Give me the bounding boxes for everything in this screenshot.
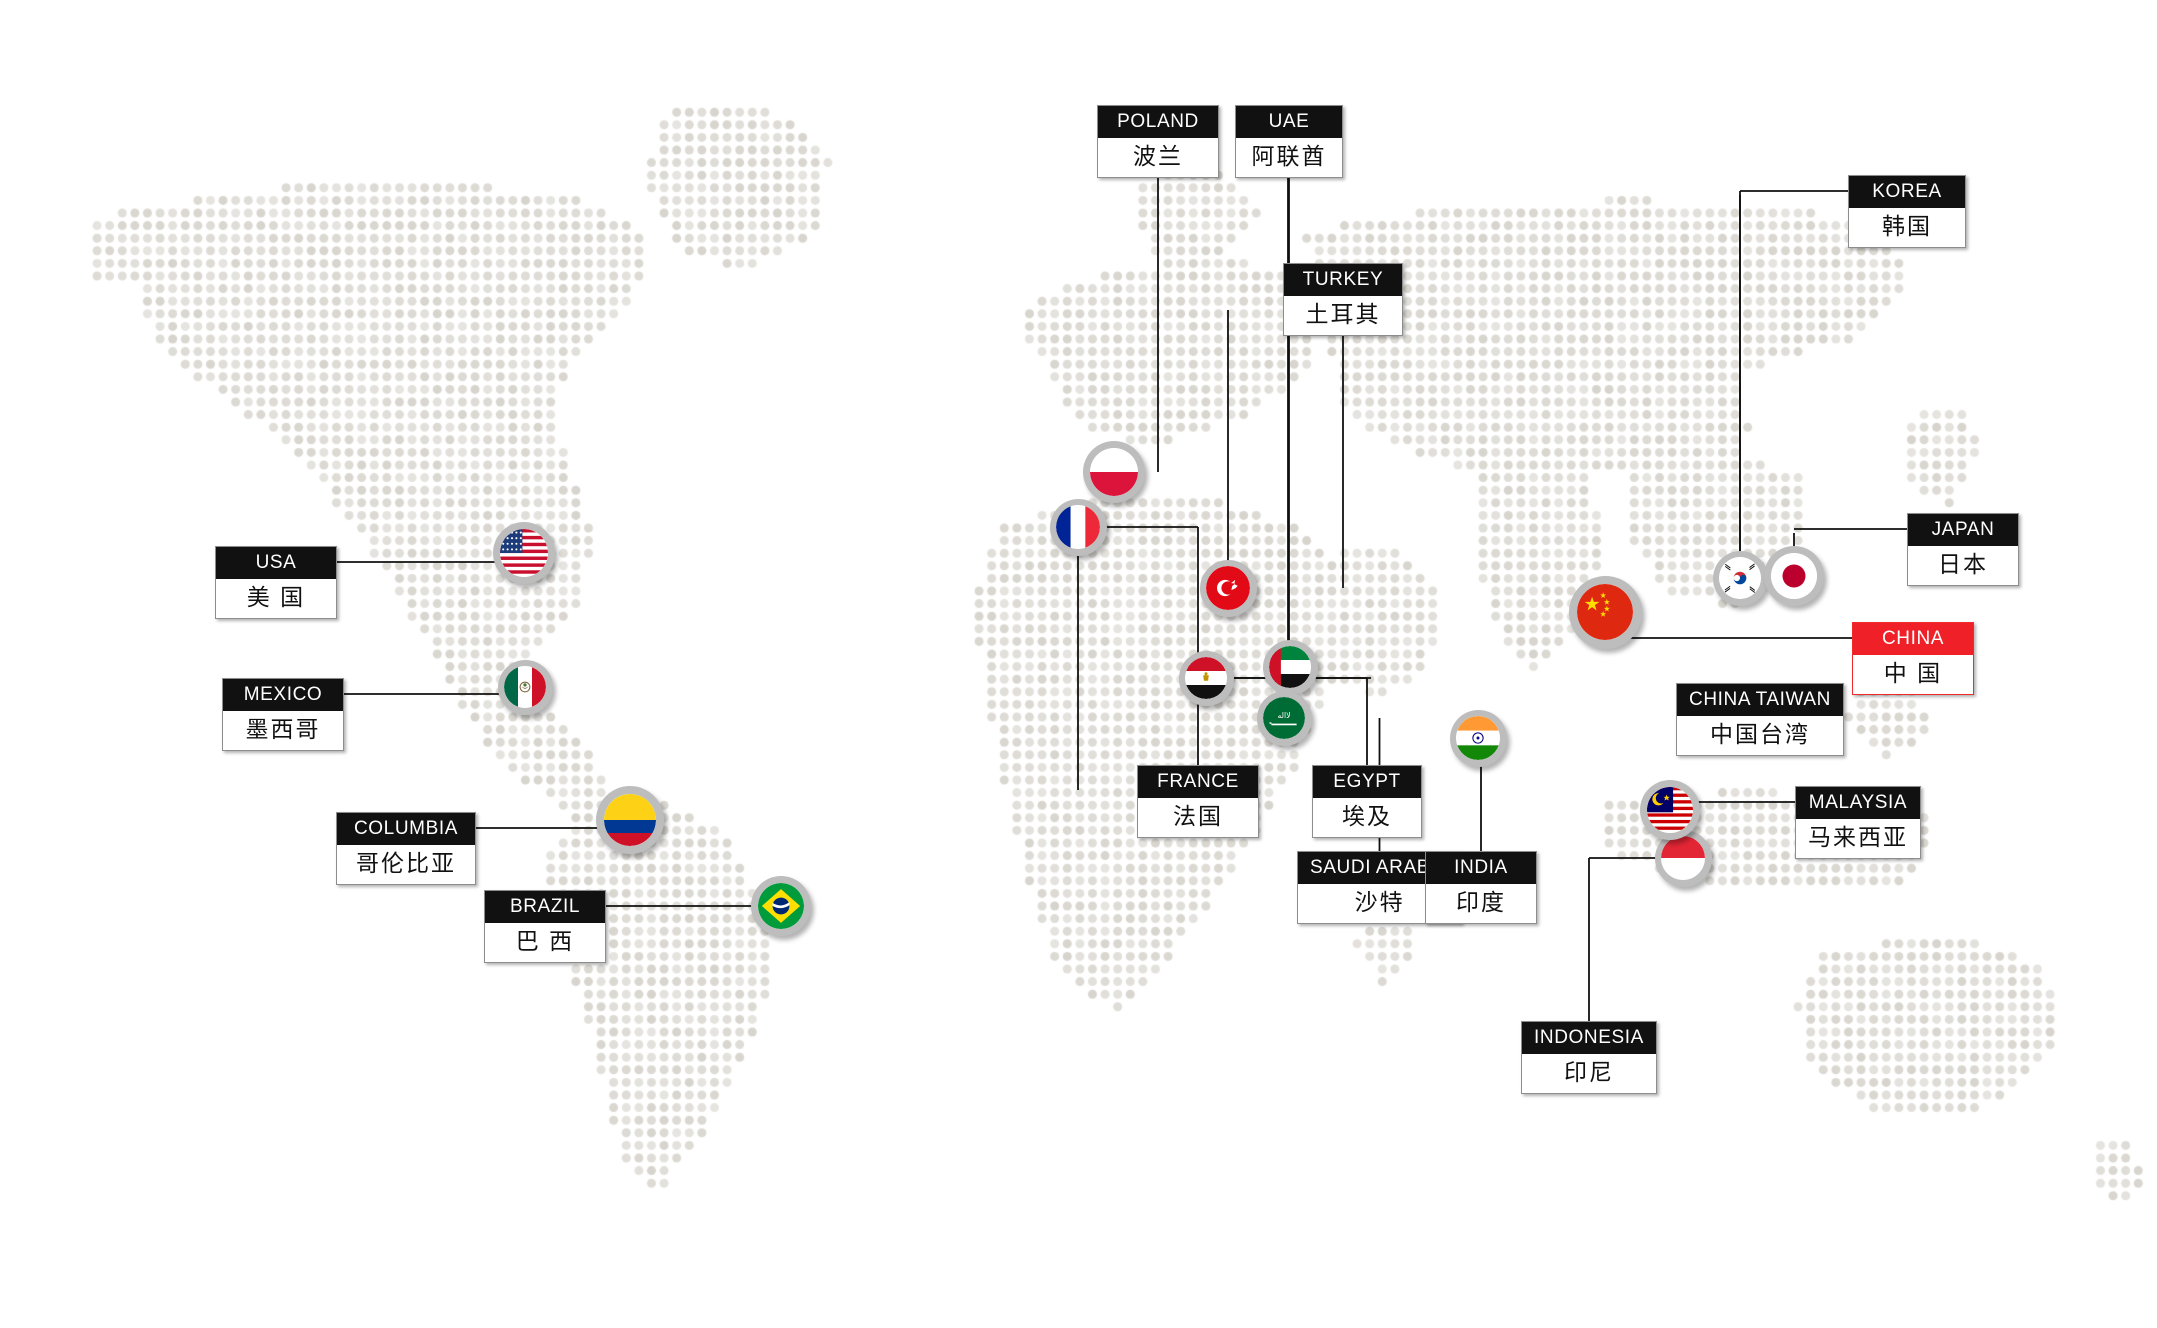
flag-japan-icon [1771, 553, 1817, 599]
country-name-cn-usa: 美 国 [216, 579, 336, 618]
flag-marker-malaysia[interactable] [1640, 780, 1700, 840]
flag-marker-japan[interactable] [1764, 546, 1824, 606]
flag-marker-poland[interactable] [1083, 441, 1145, 503]
dotted-world-map [0, 0, 2157, 1328]
country-name-cn-china_taiwan: 中国台湾 [1677, 716, 1843, 755]
country-name-en-egypt: EGYPT [1313, 766, 1421, 798]
flag-marker-columbia[interactable] [596, 786, 664, 854]
country-label-mexico[interactable]: MEXICO 墨西哥 [222, 678, 344, 751]
country-name-cn-france: 法国 [1138, 798, 1258, 837]
country-name-cn-egypt: 埃及 [1313, 798, 1421, 837]
country-name-en-malaysia: MALAYSIA [1796, 787, 1920, 819]
flag-china-icon [1577, 584, 1633, 640]
country-label-usa[interactable]: USA 美 国 [215, 546, 337, 619]
country-name-en-japan: JAPAN [1908, 514, 2018, 546]
country-label-poland[interactable]: POLAND 波兰 [1097, 105, 1219, 178]
country-name-en-france: FRANCE [1138, 766, 1258, 798]
country-name-cn-brazil: 巴 西 [485, 923, 605, 962]
flag-marker-usa[interactable] [493, 522, 555, 584]
flag-uae-icon [1269, 646, 1311, 688]
country-name-en-usa: USA [216, 547, 336, 579]
flag-mexico-icon [504, 666, 546, 708]
country-name-cn-turkey: 土耳其 [1284, 296, 1402, 335]
country-label-brazil[interactable]: BRAZIL 巴 西 [484, 890, 606, 963]
country-label-france[interactable]: FRANCE 法国 [1137, 765, 1259, 838]
country-label-india[interactable]: INDIA 印度 [1425, 851, 1537, 924]
flag-korea-icon [1719, 557, 1761, 599]
country-name-cn-columbia: 哥伦比亚 [337, 845, 475, 884]
country-name-cn-uae: 阿联酋 [1236, 138, 1342, 177]
country-name-cn-indonesia: 印尼 [1522, 1054, 1656, 1093]
flag-turkey-icon [1206, 566, 1250, 610]
country-label-indonesia[interactable]: INDONESIA 印尼 [1521, 1021, 1657, 1094]
country-name-en-india: INDIA [1426, 852, 1536, 884]
country-name-cn-india: 印度 [1426, 884, 1536, 923]
flag-marker-egypt[interactable] [1179, 651, 1234, 706]
flag-saudi-icon: لااله [1263, 697, 1305, 739]
country-name-cn-china: 中 国 [1853, 655, 1973, 694]
country-name-en-uae: UAE [1236, 106, 1342, 138]
country-name-en-china: CHINA [1853, 623, 1973, 655]
flag-columbia-icon [604, 794, 656, 846]
flag-marker-korea[interactable] [1713, 551, 1768, 606]
country-label-egypt[interactable]: EGYPT 埃及 [1312, 765, 1422, 838]
country-label-china_taiwan[interactable]: CHINA TAIWAN 中国台湾 [1676, 683, 1844, 756]
svg-text:لااله: لااله [1278, 711, 1291, 720]
country-label-columbia[interactable]: COLUMBIA 哥伦比亚 [336, 812, 476, 885]
country-name-cn-malaysia: 马来西亚 [1796, 819, 1920, 858]
flag-marker-brazil[interactable] [751, 876, 811, 936]
country-label-turkey[interactable]: TURKEY 土耳其 [1283, 263, 1403, 336]
country-name-en-indonesia: INDONESIA [1522, 1022, 1656, 1054]
flag-marker-china[interactable] [1569, 576, 1642, 649]
flag-france-icon [1056, 505, 1100, 549]
country-name-en-turkey: TURKEY [1284, 264, 1402, 296]
flag-indonesia-icon [1661, 836, 1705, 880]
flag-malaysia-icon [1647, 787, 1693, 833]
country-name-cn-poland: 波兰 [1098, 138, 1218, 177]
flag-usa-icon [500, 529, 548, 577]
flag-marker-india[interactable] [1450, 710, 1507, 767]
country-name-en-columbia: COLUMBIA [337, 813, 475, 845]
flag-marker-france[interactable] [1050, 499, 1107, 556]
country-label-korea[interactable]: KOREA 韩国 [1848, 175, 1966, 248]
flag-marker-turkey[interactable] [1200, 560, 1257, 617]
world-map-infographic: لااله USA 美 国 MEXICO 墨西哥 COLUMBIA 哥伦比亚 BRAZIL 巴… [0, 0, 2157, 1328]
country-name-cn-mexico: 墨西哥 [223, 711, 343, 750]
flag-poland-icon [1090, 448, 1138, 496]
country-label-malaysia[interactable]: MALAYSIA 马来西亚 [1795, 786, 1921, 859]
flag-marker-mexico[interactable] [498, 660, 553, 715]
country-name-en-korea: KOREA [1849, 176, 1965, 208]
country-name-cn-japan: 日本 [1908, 546, 2018, 585]
country-label-china[interactable]: CHINA 中 国 [1852, 622, 1974, 695]
flag-egypt-icon [1185, 657, 1227, 699]
country-label-japan[interactable]: JAPAN 日本 [1907, 513, 2019, 586]
flag-india-icon [1456, 716, 1500, 760]
country-name-en-china_taiwan: CHINA TAIWAN [1677, 684, 1843, 716]
flag-marker-saudi_arabia[interactable]: لااله [1257, 691, 1312, 746]
flag-brazil-icon [758, 883, 804, 929]
country-name-cn-korea: 韩国 [1849, 208, 1965, 247]
country-name-en-mexico: MEXICO [223, 679, 343, 711]
country-name-en-brazil: BRAZIL [485, 891, 605, 923]
country-name-en-poland: POLAND [1098, 106, 1218, 138]
country-label-uae[interactable]: UAE 阿联酋 [1235, 105, 1343, 178]
flag-marker-uae[interactable] [1263, 640, 1318, 695]
